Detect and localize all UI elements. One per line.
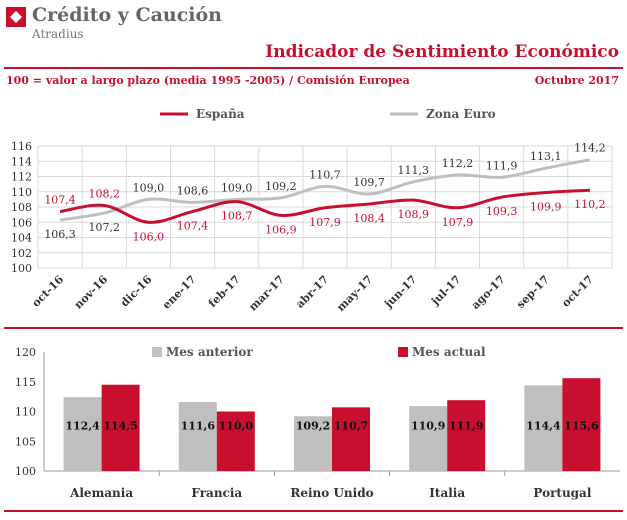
- data-label: 110,0: [219, 419, 254, 432]
- data-label-espana: 109,3: [486, 205, 518, 218]
- y-tick-label: 108: [11, 201, 32, 214]
- x-tick-label: feb-17: [206, 273, 243, 310]
- data-label-zona-euro: 109,2: [265, 180, 297, 193]
- y-tick-label: 116: [11, 140, 32, 153]
- data-label: 112,4: [65, 419, 100, 432]
- y-tick-label: 105: [15, 435, 36, 448]
- data-label-espana: 107,4: [44, 194, 76, 207]
- brand-subname: Atradius: [32, 27, 84, 41]
- line-chart: España Zona Euro 100 102 104 106 108 110 112 114 1…: [11, 107, 613, 314]
- data-label: 115,6: [564, 419, 599, 432]
- x-tick-label: nov-16: [72, 273, 111, 312]
- y-tick-label: 100: [15, 465, 36, 478]
- x-tick-label: mar-17: [246, 273, 287, 314]
- data-label-zona-euro: 108,6: [177, 184, 209, 197]
- data-label: 114,4: [526, 419, 561, 432]
- x-tick-label: sep-17: [514, 273, 552, 311]
- bar-mes-anterior: [409, 406, 448, 471]
- y-tick-label: 112: [11, 171, 32, 184]
- data-label-zona-euro: 109,7: [353, 176, 385, 189]
- y-tick-label: 102: [11, 247, 32, 260]
- bar-mes-anterior: [178, 401, 217, 471]
- data-label: 114,5: [103, 419, 137, 432]
- x-tick-label: Alemania: [69, 486, 133, 500]
- data-label: 109,2: [296, 419, 330, 432]
- series-line-zona-euro: [59, 158, 591, 222]
- data-label-espana: 107,9: [309, 216, 341, 229]
- y-tick-label: 115: [15, 376, 36, 389]
- data-label-espana: 108,7: [221, 210, 253, 223]
- y-tick-label: 120: [15, 346, 36, 359]
- data-label-espana: 107,4: [177, 220, 209, 233]
- data-label-espana: 108,2: [88, 187, 120, 200]
- legend-label: Mes anterior: [166, 345, 253, 359]
- x-tick-label: jul-17: [428, 273, 463, 308]
- section-divider: [4, 327, 623, 329]
- report-date: Octubre 2017: [534, 74, 619, 87]
- bar-mes-actual: [332, 407, 370, 471]
- bar-mes-actual: [101, 384, 140, 471]
- bar-mes-actual: [562, 378, 601, 471]
- data-label-zona-euro: 111,9: [486, 159, 518, 172]
- x-tick-label: oct-16: [29, 273, 66, 310]
- data-label-espana: 109,9: [530, 201, 562, 214]
- bar-chart: Mes anterior Mes actual 100 105 110 115 120 112…: [15, 345, 620, 500]
- data-label-espana: 108,4: [353, 212, 385, 225]
- bar-mes-anterior: [63, 397, 102, 471]
- x-tick-label: ago-17: [469, 273, 508, 312]
- data-label: 111,9: [449, 419, 483, 432]
- brand-logo: Crédito y Caución Atradius: [6, 2, 306, 46]
- x-tick-label: Italia: [429, 486, 465, 500]
- brand-name: Crédito y Caución: [32, 4, 222, 26]
- data-label-espana: 106,9: [265, 223, 297, 236]
- bar-mes-actual: [216, 411, 255, 471]
- legend-label: Zona Euro: [426, 107, 496, 121]
- x-tick-label: ene-17: [160, 273, 199, 312]
- x-tick-label: dic-16: [118, 273, 155, 310]
- data-label-zona-euro: 111,3: [398, 164, 430, 177]
- y-tick-label: 100: [11, 262, 32, 275]
- page-title: Indicador de Sentimiento Económico: [265, 42, 619, 62]
- y-tick-label: 106: [11, 216, 32, 229]
- legend-swatch-mes-anterior: [152, 347, 162, 357]
- data-label-zona-euro: 106,3: [44, 228, 76, 241]
- bar-mes-actual: [447, 400, 486, 471]
- data-label-espana: 108,9: [398, 208, 430, 221]
- bar-mes-anterior: [524, 385, 563, 471]
- data-label-zona-euro: 109,0: [133, 181, 165, 194]
- y-tick-label: 114: [11, 155, 32, 168]
- data-label-zona-euro: 107,2: [88, 221, 120, 234]
- data-label: 110,7: [334, 419, 368, 432]
- x-tick-label: may-17: [334, 273, 375, 314]
- data-label-zona-euro: 113,1: [530, 150, 562, 163]
- data-label-zona-euro: 110,7: [309, 168, 341, 181]
- data-label-zona-euro: 109,0: [221, 181, 253, 194]
- series-line-espana: [59, 188, 591, 224]
- data-label-espana: 110,2: [574, 198, 606, 211]
- data-label-espana: 107,9: [442, 216, 474, 229]
- data-label: 110,9: [411, 419, 445, 432]
- legend-swatch-mes-actual: [398, 347, 408, 357]
- x-tick-label: Portugal: [533, 486, 591, 500]
- data-label: 111,6: [181, 419, 216, 432]
- bar-mes-anterior: [294, 416, 332, 471]
- x-tick-label: jun-17: [381, 273, 419, 311]
- x-tick-label: Reino Unido: [290, 486, 373, 500]
- x-tick-label: abr-17: [293, 273, 331, 311]
- legend-label: Mes actual: [412, 345, 486, 359]
- page-subtitle: 100 = valor a largo plazo (media 1995 -2…: [6, 74, 410, 87]
- data-label-espana: 106,0: [133, 230, 165, 243]
- footer-divider: [4, 510, 623, 512]
- y-tick-label: 110: [15, 406, 36, 419]
- y-tick-label: 110: [11, 186, 32, 199]
- x-tick-label: Francia: [191, 486, 242, 500]
- legend-label: España: [196, 107, 245, 121]
- data-label-zona-euro: 114,2: [574, 142, 606, 155]
- x-tick-label: oct-17: [559, 273, 596, 310]
- data-label-zona-euro: 112,2: [442, 157, 474, 170]
- y-tick-label: 104: [11, 232, 32, 245]
- header-divider: [4, 67, 623, 69]
- brand-logo-icon: [6, 7, 26, 27]
